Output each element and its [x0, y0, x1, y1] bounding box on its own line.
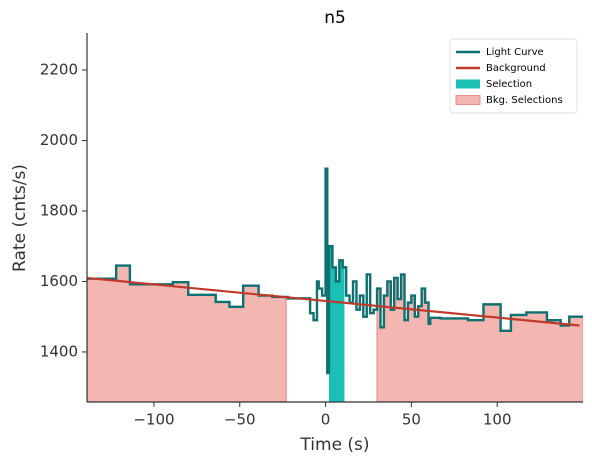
chart-title: n5: [324, 8, 346, 28]
x-axis-label: Time (s): [299, 435, 369, 455]
legend-swatch: [455, 95, 481, 105]
series-line: [87, 276, 580, 327]
selection-area: [328, 246, 345, 402]
legend-label: Bkg. Selections: [486, 95, 563, 106]
y-tick-label: 1800: [40, 201, 78, 219]
y-tick-label: 2000: [40, 131, 78, 149]
legend-label: Light Curve: [486, 47, 544, 58]
y-tick-label: 2200: [40, 61, 78, 79]
x-tick-label: 50: [402, 411, 421, 429]
x-tick-label: 100: [483, 411, 512, 429]
selection-area: [376, 273, 583, 402]
plot-area: [87, 167, 583, 402]
legend-swatch: [456, 79, 480, 89]
x-tick-label: −100: [133, 411, 174, 429]
legend-label: Selection: [486, 79, 532, 90]
y-axis-label: Rate (cnts/s): [10, 164, 30, 272]
y-tick-label: 1400: [40, 342, 78, 360]
y-tick-label: 1600: [40, 272, 78, 290]
legend-box: [449, 38, 578, 114]
legend-label: Background: [486, 63, 546, 74]
x-tick-label: 0: [321, 411, 331, 429]
x-tick-label: −50: [224, 411, 256, 429]
